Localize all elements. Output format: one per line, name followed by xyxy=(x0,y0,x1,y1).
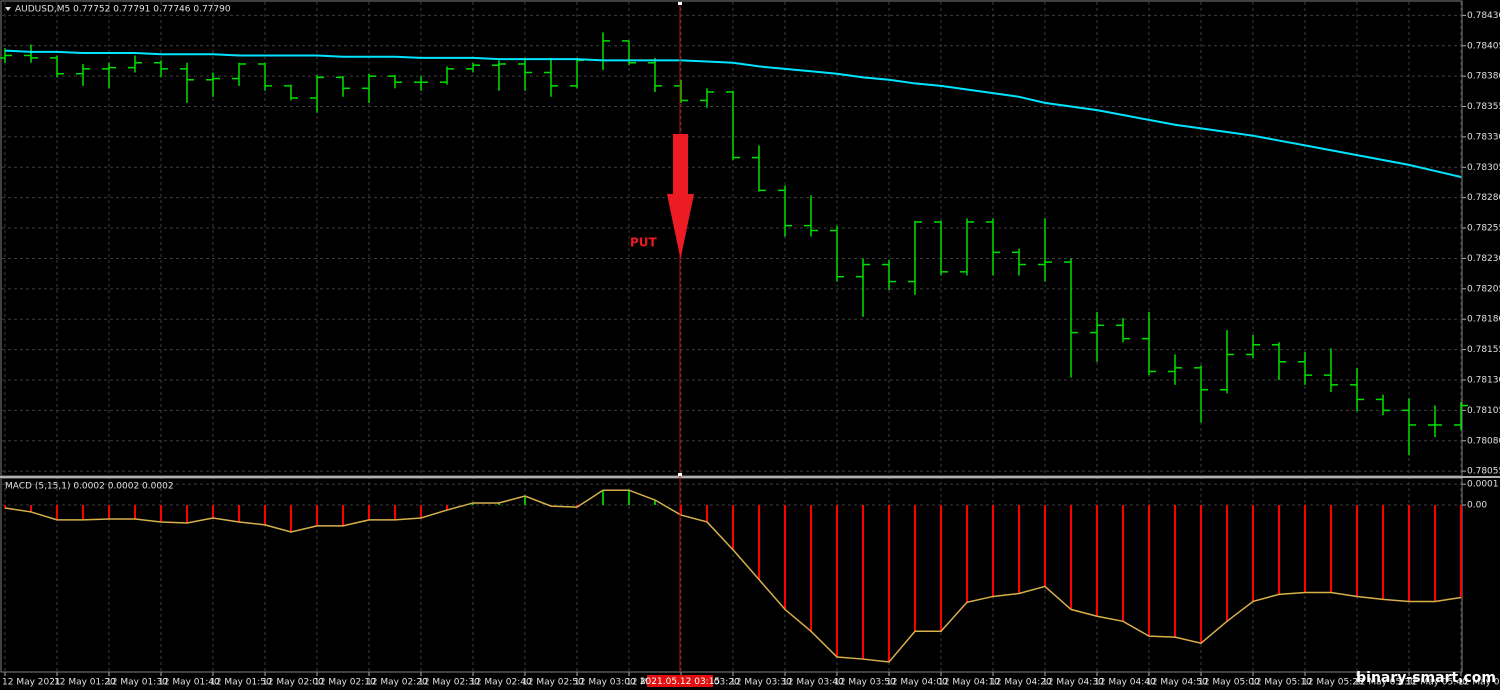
x-tick-label: 12 May 02:50 xyxy=(522,678,584,688)
x-tick-label: 12 May 05:20 xyxy=(1302,678,1364,688)
x-tick-label: 12 May 02:40 xyxy=(470,678,532,688)
x-tick-label: 12 May 05:00 xyxy=(1198,678,1260,688)
x-tick-label: 12 May 02:10 xyxy=(314,678,376,688)
x-tick-label: 12 May 01:30 xyxy=(106,678,168,688)
x-tick-label: 12 May 04:30 xyxy=(1042,678,1104,688)
y-tick-label: 0.78055 xyxy=(1467,467,1500,477)
y-tick-label: 0.0001 xyxy=(1467,480,1499,490)
y-tick-label: 0.78255 xyxy=(1467,224,1500,234)
x-tick-label: 12 May 04:40 xyxy=(1094,678,1156,688)
x-tick-label: 12 May 03:50 xyxy=(834,678,896,688)
x-tick-label: 12 May 01:50 xyxy=(210,678,272,688)
x-tick-label: 12 May 04:50 xyxy=(1146,678,1208,688)
watermark: binary-smart.com xyxy=(1356,670,1496,686)
x-tick-label: 12 May 02:20 xyxy=(366,678,428,688)
x-tick-label: 12 May 01:40 xyxy=(158,678,220,688)
put-label: PUT xyxy=(630,236,658,250)
y-tick-label: 0.78105 xyxy=(1467,406,1500,416)
x-tick-label: 12 May 03:40 xyxy=(782,678,844,688)
menu-icon xyxy=(5,7,11,11)
x-tick-label: 12 May 01:20 xyxy=(54,678,116,688)
symbol-header: AUDUSD,M5 0.77752 0.77791 0.77746 0.7779… xyxy=(15,5,231,15)
x-tick-label: 12 May 03:30 xyxy=(730,678,792,688)
x-tick-label: 12 May 2021 xyxy=(2,678,61,688)
crosshair-handle xyxy=(678,473,682,476)
x-tick-label: 12 May 02:30 xyxy=(418,678,480,688)
y-tick-label: 0.78305 xyxy=(1467,163,1500,173)
crosshair-handle xyxy=(678,2,682,5)
y-tick-label: 0.78205 xyxy=(1467,284,1500,294)
y-tick-label: 0.78155 xyxy=(1467,345,1500,355)
moving-average xyxy=(4,49,1462,178)
y-tick-label: 0.00 xyxy=(1467,501,1487,511)
x-tick-label: 12 May 04:00 xyxy=(886,678,948,688)
x-tick-label: 12 May 04:10 xyxy=(938,678,1000,688)
y-tick-label: 0.78405 xyxy=(1467,41,1500,51)
y-tick-label: 0.78355 xyxy=(1467,102,1500,112)
macd-title: MACD (5,15,1) 0.0002 0.0002 0.0002 xyxy=(5,482,174,492)
x-tick-label: 12 May 05:40 xyxy=(1406,678,1468,688)
x-tick-label: 12 May 05:50 xyxy=(1458,678,1500,688)
marks xyxy=(0,32,1468,663)
arrow-shaft xyxy=(673,134,688,198)
arrow-head xyxy=(667,194,694,259)
x-tick-label: 12 May 04:20 xyxy=(990,678,1052,688)
cursor-time-box xyxy=(647,675,713,687)
x-tick-label: 12 May 05:30 xyxy=(1354,678,1416,688)
x-tick-label: 12 May 05:10 xyxy=(1250,678,1312,688)
cursor-time-label: 2021.05.12 03:15 xyxy=(640,677,720,687)
signal-line xyxy=(4,489,1462,663)
x-tick-label: 12 May 02:00 xyxy=(262,678,324,688)
x-tick-label: 12 May 03:00 xyxy=(574,678,636,688)
